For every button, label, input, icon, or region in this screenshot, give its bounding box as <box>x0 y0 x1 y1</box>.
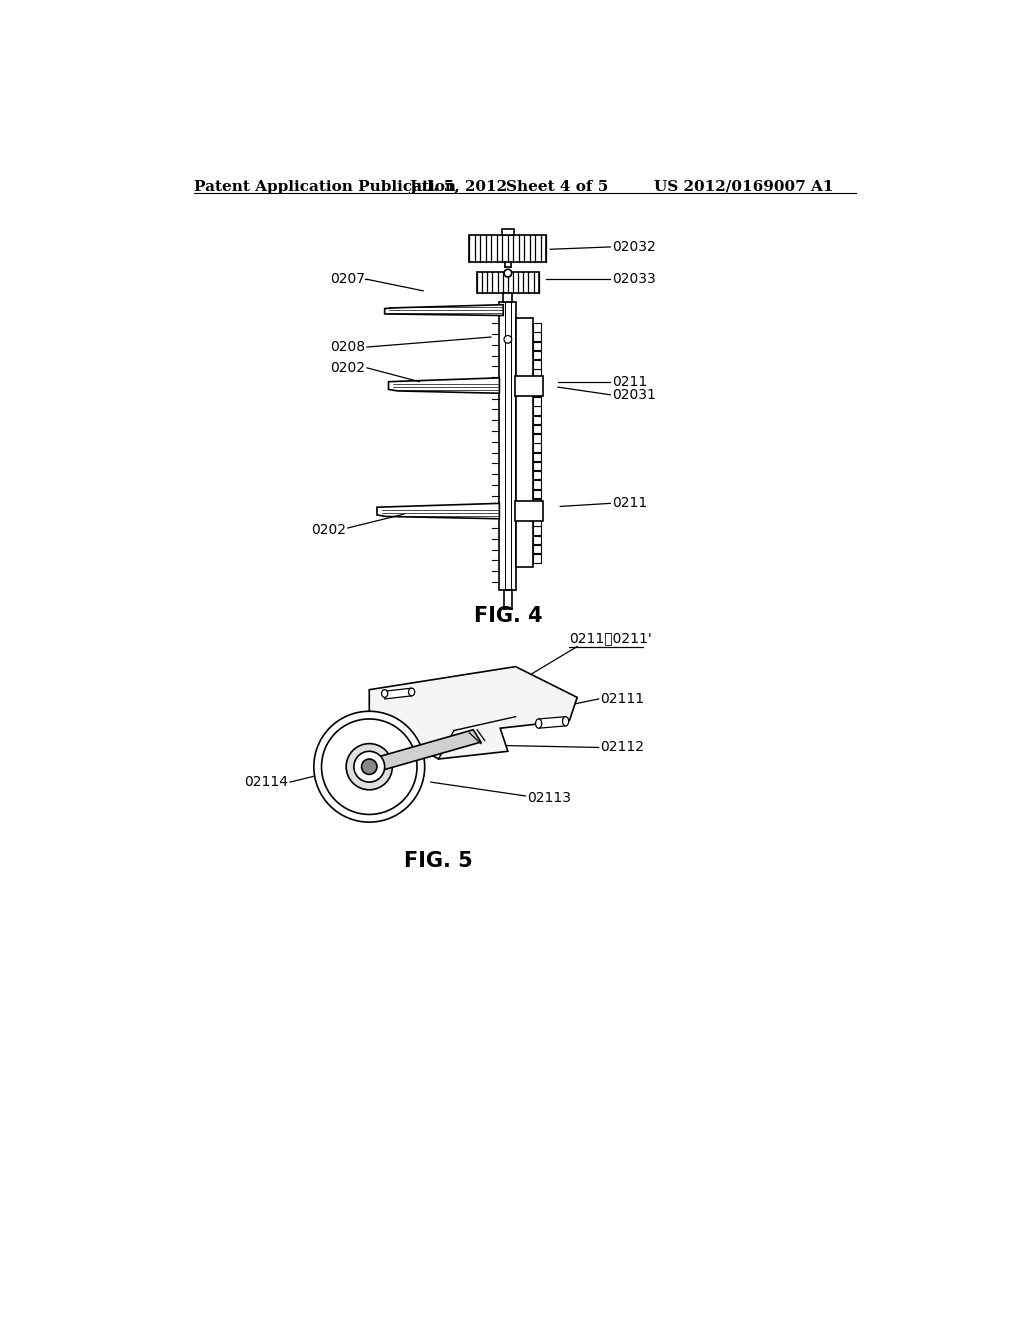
Text: 02033: 02033 <box>611 272 655 286</box>
Polygon shape <box>534 425 541 433</box>
Polygon shape <box>370 667 578 759</box>
Text: US 2012/0169007 A1: US 2012/0169007 A1 <box>654 180 834 194</box>
Circle shape <box>504 269 512 277</box>
Polygon shape <box>534 499 541 507</box>
Polygon shape <box>534 379 541 387</box>
Bar <box>502 230 514 235</box>
Circle shape <box>313 711 425 822</box>
Text: 0211、0211': 0211、0211' <box>569 631 652 645</box>
Polygon shape <box>534 480 541 488</box>
Text: Patent Application Publication: Patent Application Publication <box>194 180 456 194</box>
Polygon shape <box>388 378 500 393</box>
Bar <box>500 302 516 590</box>
Text: 0208: 0208 <box>331 341 366 354</box>
Polygon shape <box>534 323 541 331</box>
Polygon shape <box>385 305 503 315</box>
Polygon shape <box>534 545 541 553</box>
Polygon shape <box>534 351 541 359</box>
Polygon shape <box>385 688 412 700</box>
Polygon shape <box>534 462 541 470</box>
Polygon shape <box>534 444 541 451</box>
Polygon shape <box>534 554 541 562</box>
Bar <box>516 318 534 566</box>
Polygon shape <box>534 333 541 341</box>
Text: Jul. 5, 2012: Jul. 5, 2012 <box>410 180 508 194</box>
Bar <box>503 293 512 302</box>
Text: 02111: 02111 <box>600 692 644 706</box>
Bar <box>469 235 547 263</box>
Bar <box>515 376 543 396</box>
Text: FIG. 5: FIG. 5 <box>404 850 473 871</box>
Ellipse shape <box>536 719 542 729</box>
Polygon shape <box>534 536 541 544</box>
Polygon shape <box>534 490 541 498</box>
Text: 0207: 0207 <box>331 272 366 286</box>
Text: Sheet 4 of 5: Sheet 4 of 5 <box>506 180 608 194</box>
Circle shape <box>346 743 392 789</box>
Text: 02112: 02112 <box>600 741 644 755</box>
Text: FIG. 4: FIG. 4 <box>473 606 542 626</box>
Polygon shape <box>534 342 541 350</box>
Ellipse shape <box>562 717 568 726</box>
Text: 0211: 0211 <box>611 375 647 388</box>
Polygon shape <box>534 407 541 414</box>
Text: 02114: 02114 <box>245 775 289 789</box>
Polygon shape <box>534 388 541 396</box>
Polygon shape <box>534 434 541 442</box>
Text: 02032: 02032 <box>611 240 655 253</box>
Circle shape <box>354 751 385 781</box>
Polygon shape <box>377 503 500 519</box>
Text: 02031: 02031 <box>611 388 655 401</box>
Polygon shape <box>366 730 481 774</box>
Circle shape <box>504 335 512 343</box>
Polygon shape <box>534 370 541 378</box>
Text: 0211: 0211 <box>611 496 647 511</box>
Text: 0202: 0202 <box>311 523 346 536</box>
Polygon shape <box>534 508 541 516</box>
Polygon shape <box>534 453 541 461</box>
Bar <box>477 272 539 293</box>
Ellipse shape <box>382 689 388 697</box>
Polygon shape <box>534 471 541 479</box>
Text: 02113: 02113 <box>527 791 571 804</box>
Polygon shape <box>534 397 541 405</box>
Polygon shape <box>534 360 541 368</box>
Circle shape <box>361 759 377 775</box>
Polygon shape <box>534 527 541 535</box>
Polygon shape <box>539 717 565 729</box>
Polygon shape <box>534 517 541 525</box>
Polygon shape <box>534 416 541 424</box>
Bar <box>515 502 543 521</box>
Circle shape <box>322 719 417 814</box>
Text: 0202: 0202 <box>331 360 366 375</box>
Ellipse shape <box>409 688 415 696</box>
